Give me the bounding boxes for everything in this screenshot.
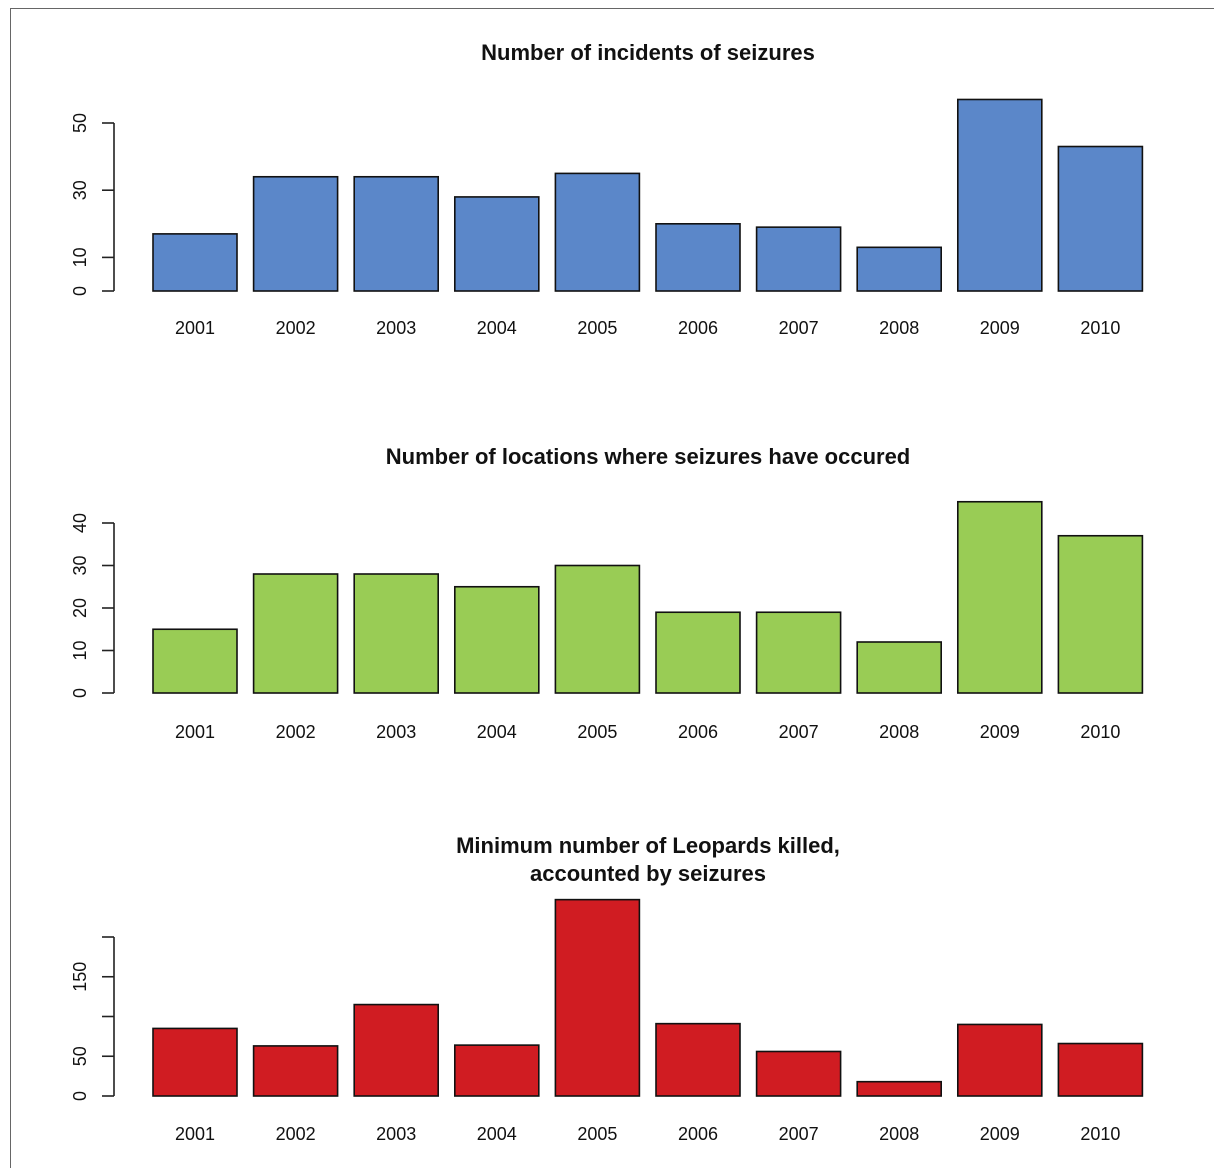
bar-2008 [856, 641, 943, 694]
bar-2003 [353, 175, 440, 292]
x-tick-label: 2005 [577, 1124, 617, 1144]
x-tick-label: 2009 [980, 318, 1020, 338]
x-tick-label: 2004 [477, 722, 517, 742]
chart-title: Minimum number of Leopards killed, [456, 833, 840, 858]
x-tick-label: 2010 [1080, 318, 1120, 338]
x-tick-label: 2003 [376, 1124, 416, 1144]
x-tick-label: 2006 [678, 1124, 718, 1144]
x-tick-label: 2006 [678, 722, 718, 742]
bar-2001 [152, 628, 238, 694]
bar-2010 [1057, 534, 1144, 694]
bar-chart-1: Number of incidents of seizures 0 10 30 50 20… [70, 40, 1144, 338]
bar-2008 [856, 1080, 943, 1097]
bar-2002 [252, 175, 339, 292]
bar-2006 [655, 223, 741, 292]
x-tick-label: 2006 [678, 318, 718, 338]
x-tick-label: 2008 [879, 722, 919, 742]
bar-2003 [353, 573, 440, 694]
x-tick-label: 2008 [879, 318, 919, 338]
x-tick-label: 2009 [980, 1124, 1020, 1144]
x-tick-label: 2009 [980, 722, 1020, 742]
bar-2009 [956, 1023, 1043, 1097]
bar-2005 [554, 564, 641, 694]
bar-2007 [755, 226, 842, 292]
y-tick-label: 10 [70, 640, 90, 660]
bar-2001 [152, 233, 238, 292]
bar-2004 [453, 196, 540, 292]
x-tick-label: 2010 [1080, 1124, 1120, 1144]
x-tick-label: 2001 [175, 318, 215, 338]
bar-2004 [453, 585, 540, 694]
bar-2010 [1057, 1042, 1144, 1097]
y-tick-label: 0 [70, 1091, 90, 1101]
y-tick-label: 0 [70, 286, 90, 296]
x-tick-label: 2005 [577, 318, 617, 338]
x-tick-label: 2001 [175, 722, 215, 742]
bar-chart-2: Number of locations where seizures have … [70, 444, 1144, 742]
bar-2005 [554, 172, 641, 292]
bar-2009 [956, 500, 1043, 694]
bar-2002 [252, 573, 339, 694]
bar-chart-3: Minimum number of Leopards killed, accoun… [70, 833, 1144, 1144]
y-tick-label: 0 [70, 688, 90, 698]
x-tick-label: 2008 [879, 1124, 919, 1144]
bar-2006 [655, 611, 741, 694]
bar-2008 [856, 246, 943, 292]
x-tick-label: 2007 [779, 722, 819, 742]
y-tick-label: 30 [70, 555, 90, 575]
bar-2010 [1057, 145, 1144, 292]
bar-2007 [755, 611, 842, 694]
bar-2004 [453, 1044, 540, 1097]
y-tick-label: 150 [70, 962, 90, 992]
chart-title: Number of incidents of seizures [481, 40, 815, 65]
x-tick-label: 2002 [276, 1124, 316, 1144]
x-tick-label: 2005 [577, 722, 617, 742]
y-tick-label: 30 [70, 180, 90, 200]
x-tick-label: 2007 [779, 1124, 819, 1144]
y-tick-label: 50 [70, 113, 90, 133]
y-tick-label: 20 [70, 598, 90, 618]
x-tick-label: 2003 [376, 722, 416, 742]
x-tick-label: 2010 [1080, 722, 1120, 742]
y-tick-label: 40 [70, 513, 90, 533]
bar-2006 [655, 1022, 741, 1097]
chart-title: accounted by seizures [530, 861, 766, 886]
x-tick-label: 2007 [779, 318, 819, 338]
x-tick-label: 2004 [477, 318, 517, 338]
bar-2001 [152, 1027, 238, 1097]
chart-title: Number of locations where seizures have … [386, 444, 911, 469]
x-tick-label: 2001 [175, 1124, 215, 1144]
x-tick-label: 2002 [276, 722, 316, 742]
bar-2002 [252, 1045, 339, 1097]
x-tick-label: 2004 [477, 1124, 517, 1144]
bar-2003 [353, 1003, 440, 1097]
y-tick-label: 10 [70, 247, 90, 267]
x-tick-label: 2002 [276, 318, 316, 338]
x-tick-label: 2003 [376, 318, 416, 338]
bar-2005 [554, 898, 641, 1097]
bar-2009 [956, 98, 1043, 292]
bar-2007 [755, 1050, 842, 1097]
y-tick-label: 50 [70, 1046, 90, 1066]
